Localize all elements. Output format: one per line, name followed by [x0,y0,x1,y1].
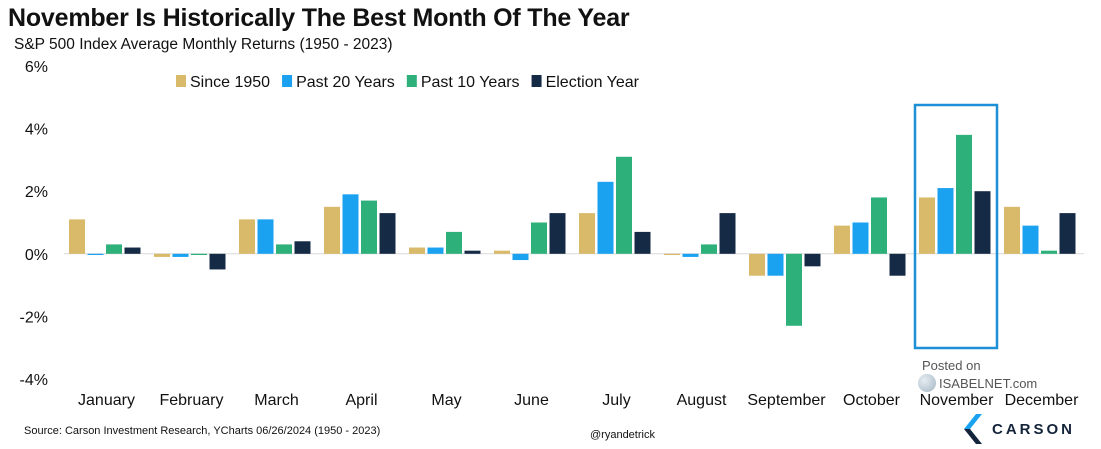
bar [804,253,821,267]
bar [379,213,396,254]
bar [1041,250,1057,254]
bar [549,213,566,254]
bar [409,247,425,254]
bar [956,134,972,254]
bar [834,225,850,254]
x-tick-label: June [514,392,549,409]
author-handle: @ryandetrick [590,429,655,441]
x-tick-label: April [345,392,377,409]
bar [494,250,510,254]
bar [682,253,699,257]
bar [937,188,954,254]
y-tick-label: 2% [25,184,48,201]
bar [719,213,736,254]
x-tick-label: September [747,392,826,409]
watermark-site: ISABELNET.com [939,375,1038,391]
bar [154,253,170,257]
bar [919,197,935,254]
bar [664,253,680,255]
carson-logo-icon [964,414,982,444]
bar [616,156,632,254]
x-tick-label: July [602,392,630,409]
bar [69,219,85,254]
y-tick-label: -4% [20,372,48,389]
y-tick-label: 0% [25,247,48,264]
y-tick-label: 6% [25,59,48,76]
bar [531,222,547,254]
bar [579,213,595,254]
bar [889,253,906,276]
legend-swatch [406,75,417,87]
legend-swatch [531,75,542,87]
x-tick-label: October [843,392,901,409]
legend-label: Election Year [546,74,640,91]
bar [342,194,359,254]
bar [294,241,311,254]
bar [974,191,991,254]
bar [871,197,887,254]
bar [852,222,869,254]
bar [1059,213,1076,254]
bar [701,244,717,254]
legend-swatch [282,75,293,87]
x-tick-label: December [1005,392,1079,409]
x-tick-label: November [920,392,994,409]
bar [767,253,784,276]
x-tick-label: May [431,392,461,409]
x-tick-label: March [254,392,298,409]
highlight-box [913,103,999,350]
bar [239,219,255,254]
bar [124,247,141,254]
bar [276,244,292,254]
y-tick-label: -2% [20,309,48,326]
bar [446,231,462,254]
bar [634,231,651,254]
bar [361,200,377,254]
bar [749,253,765,276]
chart-subtitle: S&P 500 Index Average Monthly Returns (1… [14,36,393,53]
bar [257,219,274,254]
bar [1022,225,1039,254]
bar [324,206,340,254]
carson-brand: CARSON [962,413,1075,445]
legend-label: Past 10 Years [421,74,520,91]
bar [427,247,444,254]
chart-title: November Is Historically The Best Month … [8,4,630,32]
bar [786,253,802,326]
bar [191,253,207,255]
bar [597,181,614,254]
brand-name: CARSON [992,420,1076,438]
legend-label: Since 1950 [190,74,270,91]
watermark: ISABELNET.com [918,374,1037,392]
y-tick-label: 4% [25,122,48,139]
bar [87,253,104,255]
x-tick-label: February [159,392,223,409]
bar [209,253,226,270]
legend-swatch [176,75,186,87]
globe-icon [918,374,936,392]
x-tick-label: August [677,392,727,409]
bar [464,250,481,254]
bar [512,253,529,261]
bar [106,244,122,254]
bar [172,253,189,257]
legend-label: Past 20 Years [296,74,395,91]
watermark-posted: Posted on [922,358,981,373]
x-tick-label: January [78,392,135,409]
source-note: Source: Carson Investment Research, YCha… [24,425,381,437]
bar [1004,206,1020,254]
